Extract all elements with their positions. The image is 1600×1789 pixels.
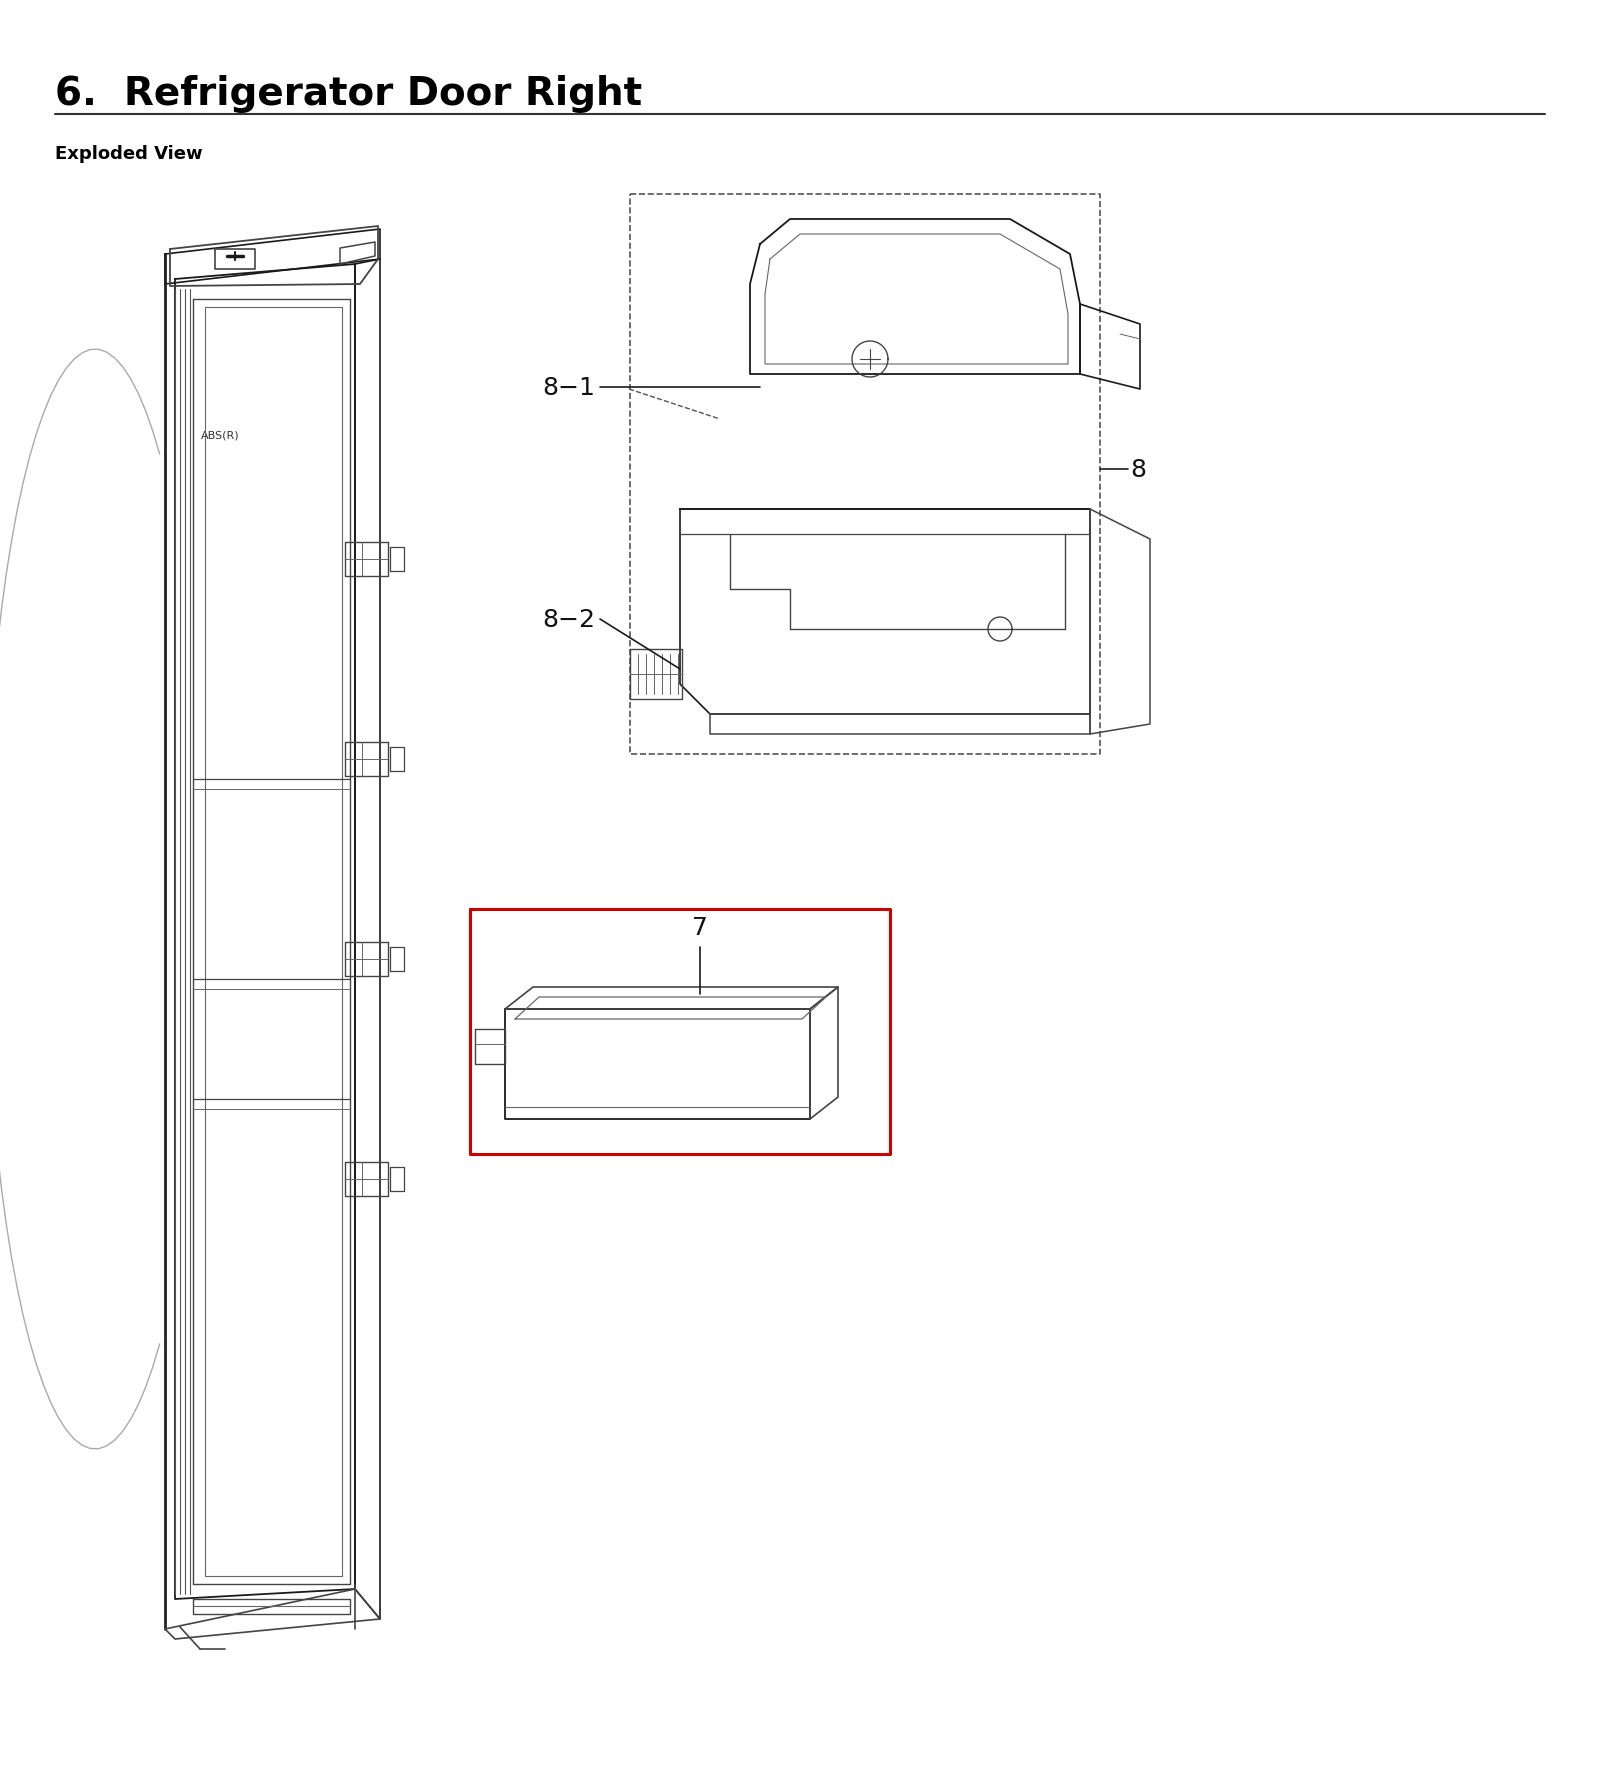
Text: 8: 8: [1130, 458, 1146, 481]
Text: 6.  Refrigerator Door Right: 6. Refrigerator Door Right: [54, 75, 642, 113]
Text: ABS(R): ABS(R): [202, 429, 240, 440]
Text: 7: 7: [693, 916, 707, 939]
Text: Exploded View: Exploded View: [54, 145, 203, 163]
Text: 8−1: 8−1: [542, 376, 595, 399]
Text: 8−2: 8−2: [542, 608, 595, 632]
